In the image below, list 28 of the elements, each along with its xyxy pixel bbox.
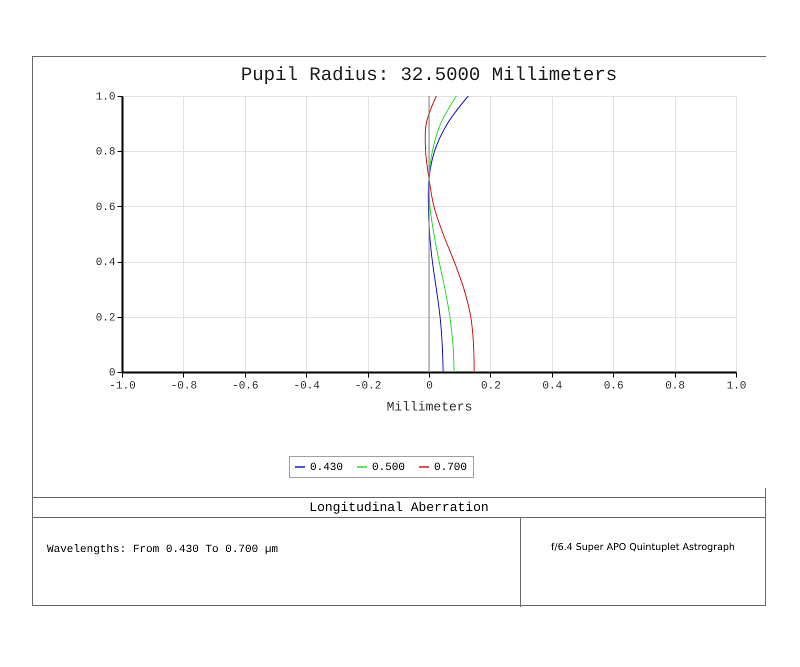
x-tick-label: 0.4 [542,380,563,392]
x-tick-label: 1.0 [726,380,746,392]
x-tick-label: 0.2 [480,380,501,392]
x-tick-label: 0.6 [604,380,624,392]
y-tick-label: 0.6 [96,202,116,214]
x-axis-title: Millimeters [386,400,472,414]
text: f/6.4 Super APO Quintuplet Astrograph [550,541,736,555]
x-tick-label: -0.6 [232,380,259,392]
text: Wavelengths: From 0.430 To 0.700 µm [33,518,521,607]
y-tick-label: 0 [108,368,116,380]
x-tick-label: -0.2 [354,380,382,392]
line-series [424,96,475,372]
x-tick-label: 0.8 [665,380,686,392]
legend-label: 0.430 [310,462,344,474]
y-tick-label: 0.8 [96,146,116,159]
line-series [428,96,457,372]
x-tick-label: -0.8 [170,380,198,392]
x-tick-label: 0 [426,380,433,392]
y-tick-label: 0.4 [96,257,116,270]
legend-label: 0.700 [434,462,468,474]
legend-label: 0.500 [372,462,406,474]
y-tick-label: 1.0 [96,92,116,104]
line-series [428,96,469,372]
x-tick-label: -1.0 [109,380,136,392]
y-tick-label: 0.2 [96,312,116,324]
x-tick-label: -0.4 [293,380,320,392]
text: Longitudinal Aberration [33,498,765,518]
chart-title: Pupil Radius: 32.5000 Millimeters [240,64,618,86]
